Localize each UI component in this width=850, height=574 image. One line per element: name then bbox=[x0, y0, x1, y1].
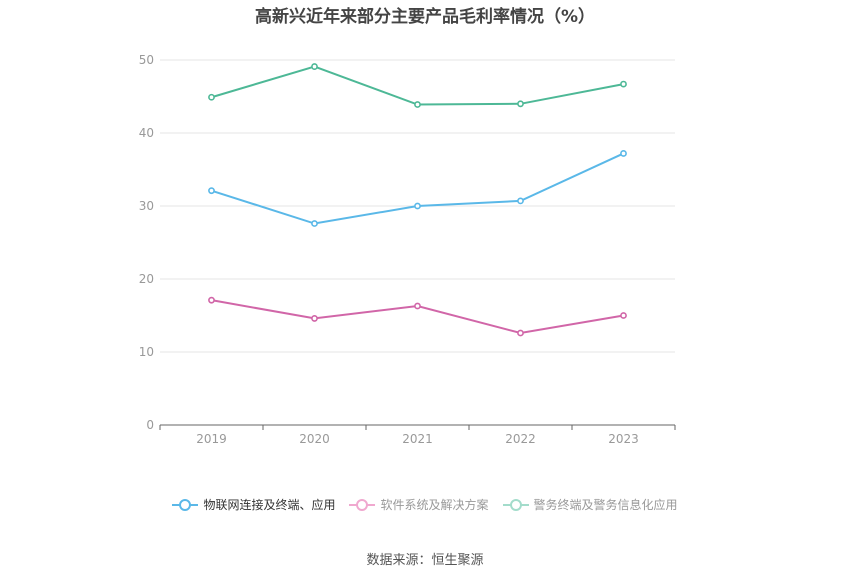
legend-dot bbox=[356, 498, 369, 511]
y-tick-label: 20 bbox=[139, 272, 154, 286]
x-tick-label: 2022 bbox=[505, 432, 536, 446]
legend-label: 物联网连接及终端、应用 bbox=[203, 498, 336, 512]
series-2 bbox=[208, 63, 627, 108]
data-point[interactable] bbox=[517, 329, 524, 337]
series-line bbox=[211, 65, 624, 106]
data-point[interactable] bbox=[311, 315, 318, 322]
legend-dot bbox=[509, 498, 522, 511]
chart-title: 高新兴近年来部分主要产品毛利率情况（%） bbox=[254, 7, 596, 27]
data-point[interactable] bbox=[620, 80, 627, 88]
data-point[interactable] bbox=[208, 187, 215, 195]
data-point[interactable] bbox=[414, 101, 421, 108]
legend-dot bbox=[179, 498, 192, 511]
legend: 物联网连接及终端、应用 软件系统及解决方案 警务终端及警务信息化应用 bbox=[0, 496, 850, 513]
data-point[interactable] bbox=[208, 93, 215, 101]
data-point[interactable] bbox=[311, 63, 318, 70]
data-point[interactable] bbox=[620, 150, 627, 157]
legend-marker-icon bbox=[172, 498, 199, 511]
legend-marker-icon bbox=[502, 498, 529, 511]
series-group bbox=[208, 63, 627, 337]
y-tick-label: 50 bbox=[139, 53, 154, 67]
y-tick-label: 0 bbox=[146, 418, 154, 432]
series-0 bbox=[208, 150, 627, 227]
data-point[interactable] bbox=[208, 296, 215, 304]
source-note: 数据来源：恒生聚源 bbox=[366, 553, 484, 568]
y-tick-label: 40 bbox=[139, 126, 154, 140]
legend-item-2[interactable]: 警务终端及警务信息化应用 bbox=[502, 496, 678, 513]
x-tick-label: 2021 bbox=[402, 432, 433, 446]
data-point[interactable] bbox=[517, 197, 524, 205]
data-point[interactable] bbox=[414, 202, 421, 210]
x-tick-label: 2023 bbox=[608, 432, 639, 446]
legend-label: 警务终端及警务信息化应用 bbox=[533, 498, 678, 512]
x-tick-label: 2020 bbox=[299, 432, 330, 446]
data-point[interactable] bbox=[620, 312, 627, 319]
data-point[interactable] bbox=[517, 100, 524, 108]
x-tick-label: 2019 bbox=[196, 432, 227, 446]
x-axis: 2019 2020 2021 2022 2023 bbox=[159, 424, 676, 446]
y-tick-label: 30 bbox=[139, 199, 154, 213]
legend-marker-icon bbox=[349, 498, 376, 511]
data-point[interactable] bbox=[414, 302, 421, 310]
legend-item-1[interactable]: 软件系统及解决方案 bbox=[349, 496, 489, 513]
series-line bbox=[211, 152, 624, 225]
legend-label: 软件系统及解决方案 bbox=[380, 498, 489, 512]
y-axis: 0 10 20 30 40 50 bbox=[139, 53, 154, 432]
series-1 bbox=[208, 296, 627, 337]
legend-item-0[interactable]: 物联网连接及终端、应用 bbox=[172, 496, 335, 513]
data-point[interactable] bbox=[311, 220, 318, 227]
y-tick-label: 10 bbox=[139, 345, 154, 359]
